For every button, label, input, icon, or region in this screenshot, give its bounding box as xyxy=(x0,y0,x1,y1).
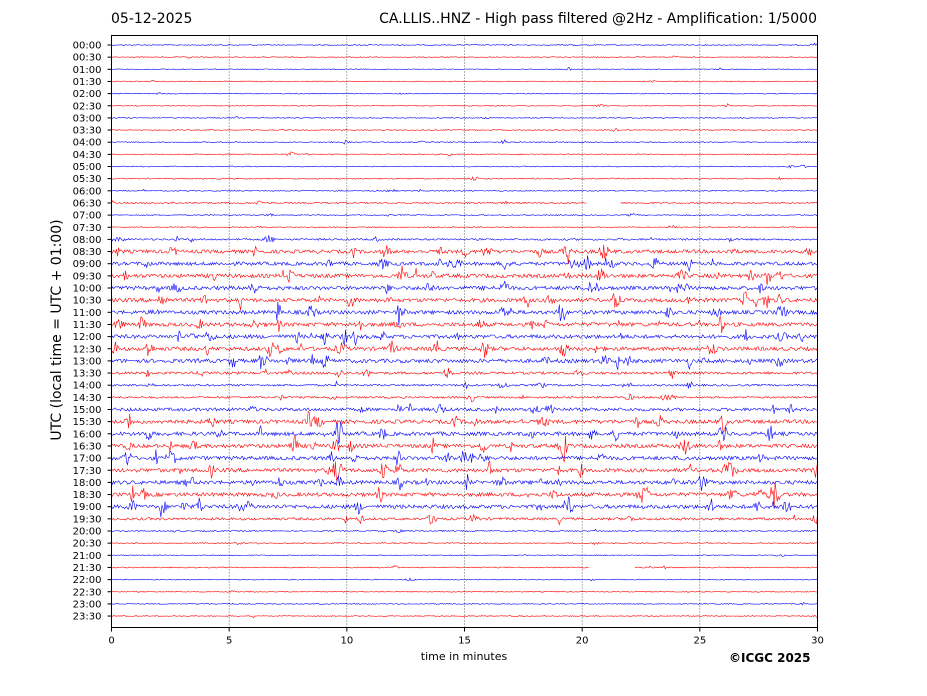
y-tick-label: 09:00 xyxy=(73,259,102,270)
y-tick-label: 23:30 xyxy=(73,612,102,623)
y-tick-label: 07:30 xyxy=(73,223,102,234)
y-tick-label: 11:30 xyxy=(73,320,102,331)
trace-0630 xyxy=(111,200,818,205)
trace-0230 xyxy=(111,103,818,108)
y-tick-label: 08:00 xyxy=(73,235,102,246)
y-tick-label: 21:00 xyxy=(73,551,102,562)
trace-2230 xyxy=(111,590,818,593)
y-tick-label: 06:00 xyxy=(73,186,102,197)
trace-1130 xyxy=(111,316,818,334)
y-tick-label: 02:00 xyxy=(73,89,102,100)
trace-0800 xyxy=(111,235,818,243)
copyright-label: ©ICGC 2025 xyxy=(729,651,811,665)
trace-0600 xyxy=(111,188,818,193)
trace-1000 xyxy=(111,280,818,295)
y-tick-label: 08:30 xyxy=(73,247,102,258)
trace-1400 xyxy=(111,380,818,389)
y-tick-label: 12:30 xyxy=(73,344,102,355)
trace-1100 xyxy=(111,301,818,326)
y-tick-label: 15:00 xyxy=(73,405,102,416)
y-tick-label: 00:00 xyxy=(73,41,102,52)
x-tick-label: 5 xyxy=(226,636,232,647)
y-tick-label: 16:00 xyxy=(73,429,102,440)
y-tick-label: 10:30 xyxy=(73,296,102,307)
y-tick-label: 19:30 xyxy=(73,514,102,525)
y-tick-label: 00:30 xyxy=(73,53,102,64)
trace-0700 xyxy=(111,212,818,217)
y-tick-label: 07:00 xyxy=(73,211,102,222)
y-tick-label: 20:30 xyxy=(73,539,102,550)
trace-0500 xyxy=(111,164,818,169)
y-tick-label: 17:30 xyxy=(73,466,102,477)
y-tick-label: 10:00 xyxy=(73,284,102,295)
y-tick-label: 12:00 xyxy=(73,332,102,343)
trace-1330 xyxy=(111,367,818,379)
plot-frame xyxy=(111,35,818,628)
y-tick-label: 15:30 xyxy=(73,417,102,428)
y-tick-label: 18:30 xyxy=(73,490,102,501)
y-tick-label: 22:30 xyxy=(73,587,102,598)
trace-1800 xyxy=(111,474,818,492)
y-tick-label: 13:00 xyxy=(73,356,102,367)
y-tick-label: 13:30 xyxy=(73,369,102,380)
y-tick-label: 06:30 xyxy=(73,198,102,209)
y-tick-label: 03:30 xyxy=(73,126,102,137)
y-tick-label: 03:00 xyxy=(73,113,102,124)
x-tick-label: 0 xyxy=(108,636,114,647)
y-tick-label: 14:30 xyxy=(73,393,102,404)
trace-2130 xyxy=(111,565,818,570)
trace-0330 xyxy=(111,128,818,132)
x-tick-label: 20 xyxy=(576,636,589,647)
y-tick-label: 05:30 xyxy=(73,174,102,185)
y-tick-label: 23:00 xyxy=(73,599,102,610)
y-tick-label: 04:00 xyxy=(73,138,102,149)
y-tick-label: 01:30 xyxy=(73,77,102,88)
y-tick-label: 04:30 xyxy=(73,150,102,161)
y-tick-label: 16:30 xyxy=(73,441,102,452)
trace-0430 xyxy=(111,151,818,157)
trace-1300 xyxy=(111,354,818,370)
trace-1600 xyxy=(111,421,818,445)
y-tick-label: 09:30 xyxy=(73,271,102,282)
y-tick-label: 02:30 xyxy=(73,101,102,112)
trace-2300 xyxy=(111,602,818,606)
trace-0300 xyxy=(111,116,818,120)
trace-1700 xyxy=(111,449,818,466)
y-tick-label: 21:30 xyxy=(73,563,102,574)
y-tick-label: 18:00 xyxy=(73,478,102,489)
x-tick-label: 25 xyxy=(693,636,706,647)
y-tick-label: 11:00 xyxy=(73,308,102,319)
trace-0830 xyxy=(111,244,818,265)
chart-title: CA.LLIS..HNZ - High pass filtered @2Hz -… xyxy=(379,11,817,27)
trace-1830 xyxy=(111,481,818,508)
trace-0930 xyxy=(111,265,818,286)
x-axis-ticks: 0 5 10 15 20 25 30 xyxy=(108,627,824,647)
trace-1630 xyxy=(111,434,818,463)
trace-2330 xyxy=(111,614,818,619)
y-tick-label: 19:00 xyxy=(73,502,102,513)
y-tick-label: 01:00 xyxy=(73,65,102,76)
trace-1030 xyxy=(111,291,818,311)
x-axis-label: time in minutes xyxy=(420,650,508,663)
y-tick-label: 22:00 xyxy=(73,575,102,586)
y-axis-label: UTC (local time = UTC + 01:00) xyxy=(49,219,65,441)
trace-1430 xyxy=(111,393,818,403)
x-tick-label: 10 xyxy=(340,636,353,647)
y-tick-label: 20:00 xyxy=(73,527,102,538)
x-tick-label: 15 xyxy=(458,636,471,647)
y-tick-label: 17:00 xyxy=(73,454,102,465)
y-tick-label: 14:00 xyxy=(73,381,102,392)
x-tick-label: 30 xyxy=(811,636,824,647)
trace-1530 xyxy=(111,410,818,433)
trace-1230 xyxy=(111,340,818,359)
trace-0530 xyxy=(111,176,818,181)
trace-0400 xyxy=(111,139,818,145)
date-label: 05-12-2025 xyxy=(111,11,193,27)
minute-gridlines xyxy=(228,35,701,628)
y-tick-label: 05:00 xyxy=(73,162,102,173)
trace-1200 xyxy=(111,329,818,347)
